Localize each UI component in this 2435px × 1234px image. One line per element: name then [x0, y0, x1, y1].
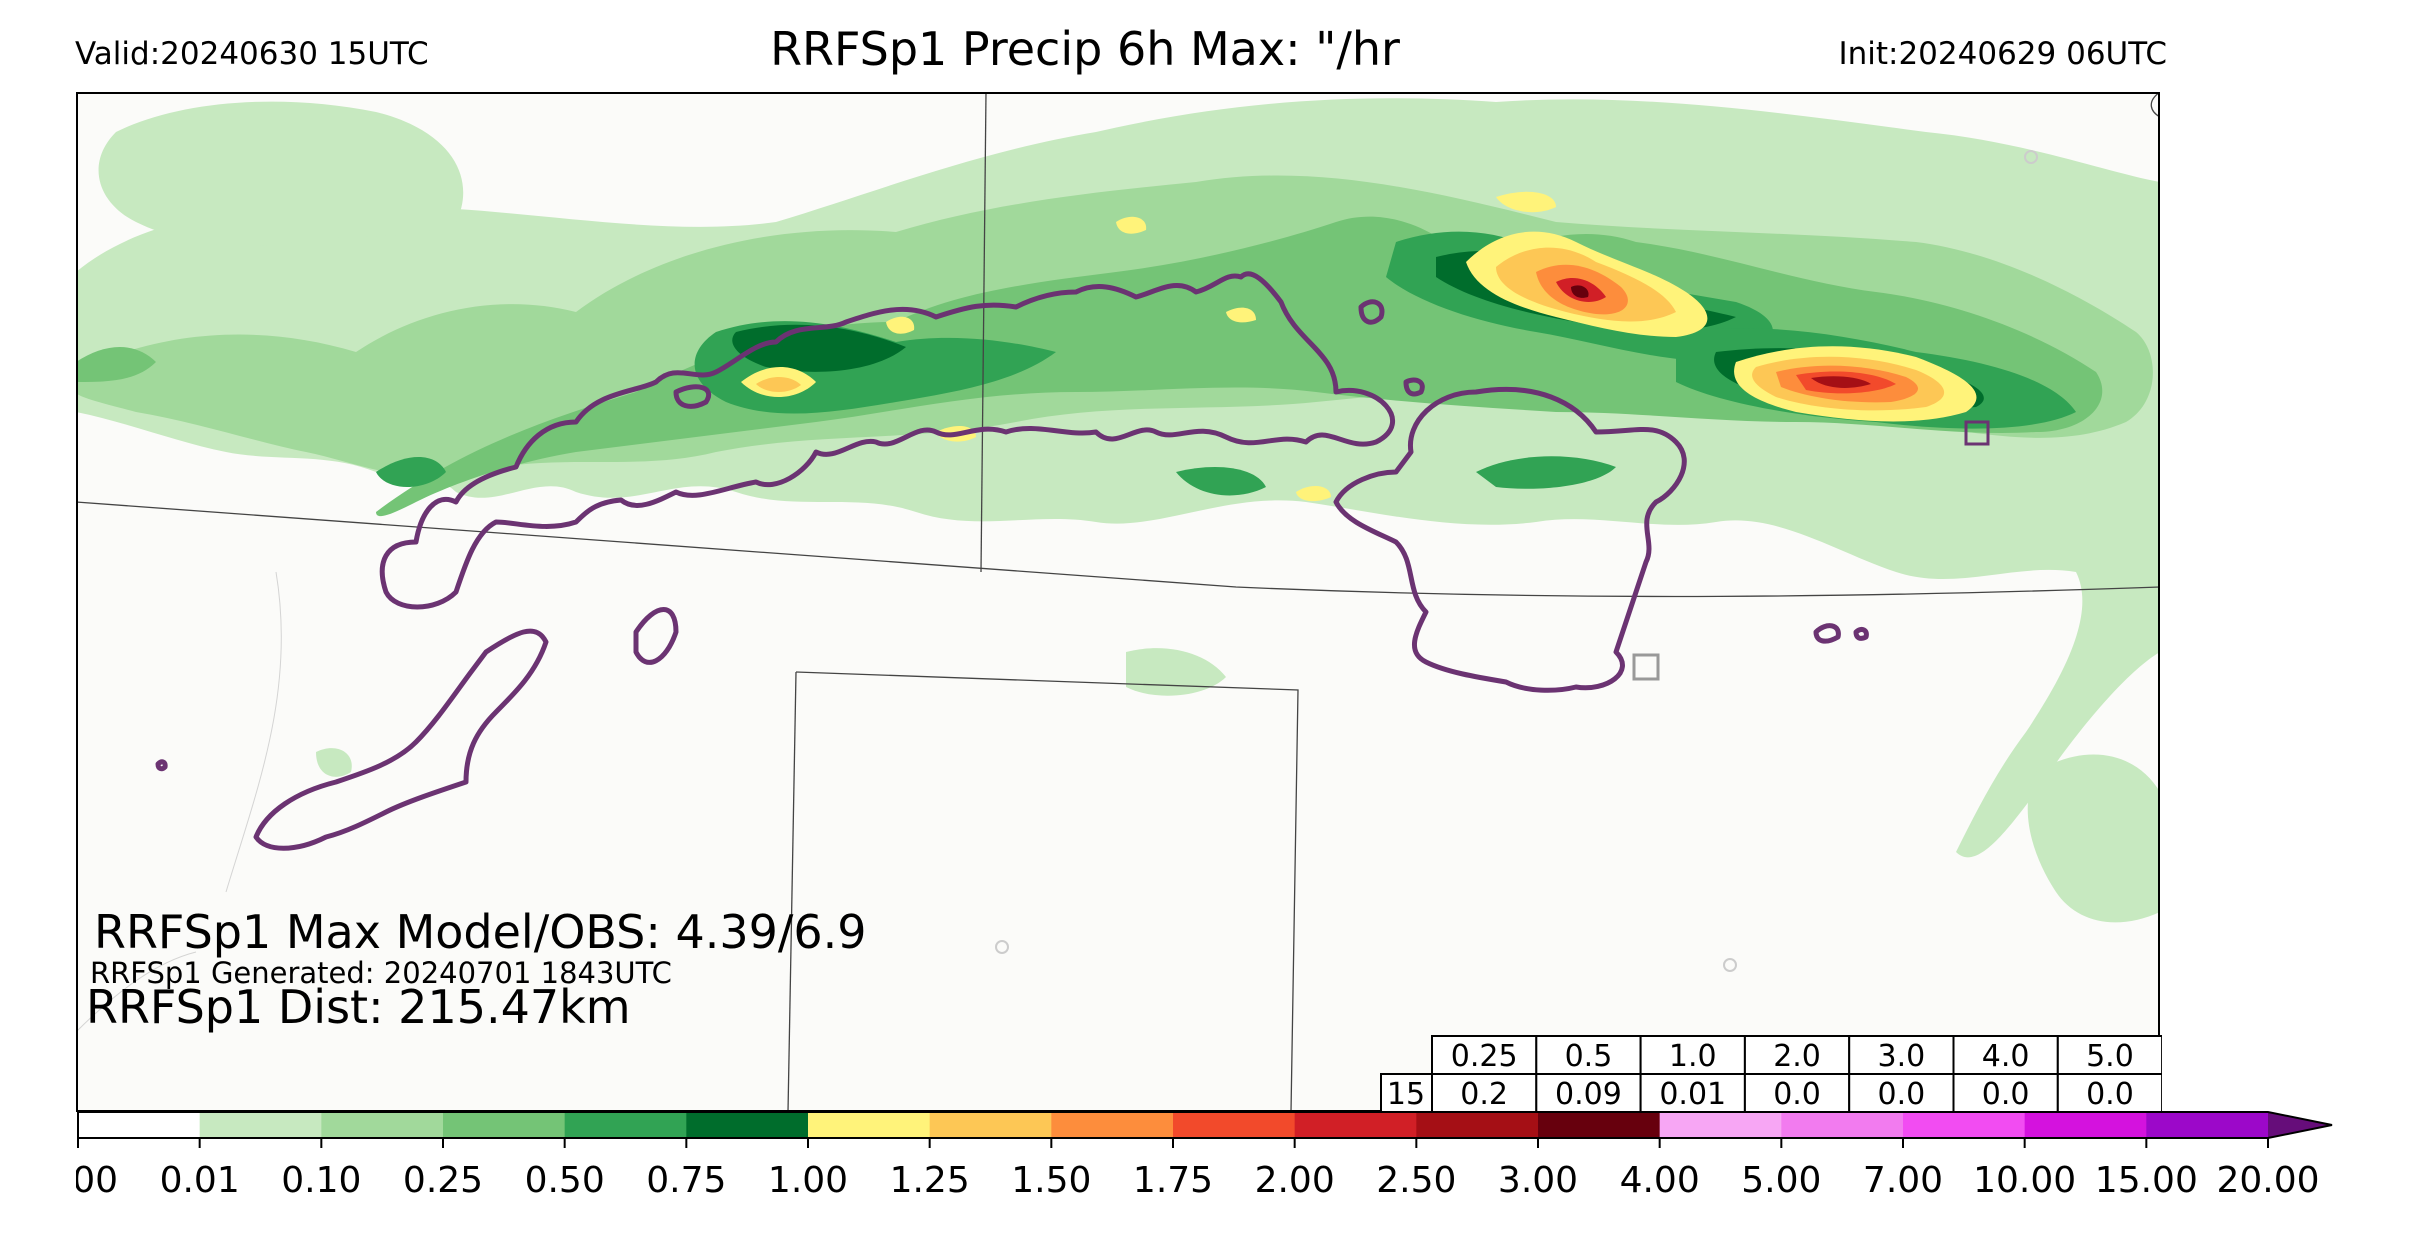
threshold-header-2: 1.0: [1669, 1039, 1717, 1074]
colorbar-cell-9: [1173, 1112, 1296, 1138]
threshold-header-cell: [1743, 1035, 1851, 1075]
colorbar-tick-label-7: 1.25: [890, 1160, 970, 1201]
colorbar-tick-label-3: 0.25: [403, 1160, 483, 1201]
threshold-header-6: 5.0: [2086, 1039, 2134, 1074]
colorbar-tick-label-1: 0.01: [160, 1160, 240, 1201]
valid-time: Valid:20240630 15UTC: [75, 36, 429, 72]
colorbar-cell-5: [686, 1112, 809, 1138]
obs-contour: [155, 271, 1869, 851]
colorbar-cell-1: [199, 1112, 322, 1138]
colorbar-cell-7: [929, 1112, 1052, 1138]
colorbar-tick-label-18: 20.00: [2216, 1160, 2319, 1201]
value-6: 0.0: [2086, 1077, 2134, 1112]
colorbar-tick-label-5: 0.75: [646, 1160, 726, 1201]
political-boundaries: [76, 92, 2160, 1112]
row-label: 15: [1387, 1077, 1425, 1112]
colorbar-tick-label-6: 1.00: [768, 1160, 848, 1201]
value-cell: [2056, 1073, 2162, 1113]
init-time: Init:20240629 06UTC: [1838, 36, 2167, 72]
minor-boundaries: [76, 571, 282, 1033]
threshold-header-5: 4.0: [1982, 1039, 2030, 1074]
value-1: 0.09: [1555, 1077, 1622, 1112]
colorbar-cell-11: [1416, 1112, 1539, 1138]
colorbar-cell-16: [2024, 1112, 2147, 1138]
generated-label: RRFSp1 Generated: 20240701 1843UTC: [90, 956, 672, 990]
threshold-header-1: 0.5: [1565, 1039, 1613, 1074]
colorbar-cell-8: [1051, 1112, 1174, 1138]
colorbar-cell-6: [808, 1112, 931, 1138]
colorbar-tick-label-2: 0.10: [281, 1160, 361, 1201]
colorbar-tick-label-11: 2.50: [1376, 1160, 1456, 1201]
value-5: 0.0: [1982, 1077, 2030, 1112]
colorbar-tick-label-0: 0.00: [76, 1160, 118, 1201]
colorbar-tick-label-16: 10.00: [1973, 1160, 2076, 1201]
max-model-obs-label: RRFSp1 Max Model/OBS: 4.39/6.9: [94, 905, 867, 959]
chart-title: RRFSp1 Precip 6h Max: "/hr: [770, 22, 1400, 76]
colorbar-tick-label-8: 1.50: [1011, 1160, 1091, 1201]
colorbar-tick-label-4: 0.50: [525, 1160, 605, 1201]
colorbar-tick-label-10: 2.00: [1255, 1160, 1335, 1201]
colorbar-tick-label-13: 4.00: [1620, 1160, 1700, 1201]
colorbar-extend-arrow: [2268, 1112, 2332, 1138]
colorbar-cell-2: [321, 1112, 444, 1138]
colorbar-cell-3: [443, 1112, 566, 1138]
colorbar-tick-label-9: 1.75: [1133, 1160, 1213, 1201]
colorbar-cell-10: [1294, 1112, 1417, 1138]
colorbar-tick-label-12: 3.00: [1498, 1160, 1578, 1201]
max-model-station-box: [1964, 420, 1990, 446]
colorbar-cell-13: [1659, 1112, 1782, 1138]
value-4: 0.0: [1877, 1077, 1925, 1112]
value-cell: [1639, 1073, 1746, 1113]
colorbar-cell-12: [1538, 1112, 1661, 1138]
precip-map: [76, 92, 2160, 1112]
colorbar: 0.00 0.01 0.10 0.25 0.50 0.75 1.00 1.25 1.50 1.75…: [76, 1111, 2333, 1201]
colorbar-cell-0: [78, 1112, 201, 1138]
colorbar-tick-label-15: 7.00: [1863, 1160, 1943, 1201]
precip-field-heavy: [741, 191, 1977, 502]
value-0: 0.2: [1460, 1077, 1508, 1112]
obs-station-box: [1632, 653, 1660, 681]
colorbar-tick-label-14: 5.00: [1741, 1160, 1821, 1201]
value-3: 0.0: [1773, 1077, 1821, 1112]
city-markers: [995, 150, 2038, 972]
colorbar-cell-4: [564, 1112, 687, 1138]
threshold-stats-table: 0.25 0.5 1.0 2.0 3.0 4.0 5.0 15 0.2 0.09 0.01 0.0 0.…: [1380, 1035, 2162, 1113]
colorbar-cell-14: [1781, 1112, 1904, 1138]
colorbar-outline: [77, 1111, 2333, 1139]
value-cell: [1431, 1073, 1538, 1113]
threshold-header-4: 3.0: [1877, 1039, 1925, 1074]
distance-label: RRFSp1 Dist: 215.47km: [86, 980, 631, 1034]
colorbar-cell-17: [2146, 1112, 2269, 1138]
threshold-header-3: 2.0: [1773, 1039, 1821, 1074]
colorbar-tick-label-17: 15.00: [2095, 1160, 2198, 1201]
threshold-header-0: 0.25: [1451, 1039, 1518, 1074]
colorbar-cell-15: [1903, 1112, 2026, 1138]
value-2: 0.01: [1659, 1077, 1726, 1112]
